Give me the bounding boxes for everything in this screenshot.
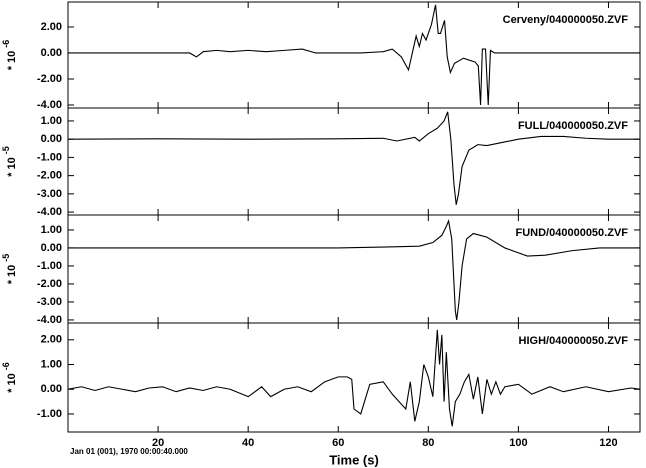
- y-tick-label: -3.00: [37, 296, 62, 308]
- y-label-exponent: -5: [1, 146, 11, 154]
- x-tick-label: 40: [242, 437, 254, 449]
- y-tick-label: 2.00: [41, 21, 62, 33]
- x-tick-label: 20: [152, 437, 164, 449]
- x-tick-label: 100: [509, 437, 527, 449]
- x-tick-label: 60: [332, 437, 344, 449]
- y-tick-label: -2.00: [37, 278, 62, 290]
- y-tick-label: 1.00: [41, 115, 62, 127]
- y-tick-label: -4.00: [37, 206, 62, 218]
- y-label-base: * 10: [6, 51, 18, 71]
- y-tick-label: -2.00: [37, 73, 62, 85]
- trace-label: HIGH/040000050.ZVF: [519, 335, 629, 347]
- y-axis-label: * 10 -6: [1, 40, 18, 71]
- waveform: [68, 111, 640, 205]
- y-tick-label: 1.00: [41, 358, 62, 370]
- trace-label: FULL/040000050.ZVF: [518, 120, 628, 132]
- x-tick-label: 80: [422, 437, 434, 449]
- panel: 1.00 0.00 -1.00 -2.00 -3.00 -4.00 FULL/0400000…: [1, 107, 641, 218]
- waveform: [68, 4, 640, 106]
- y-tick-label: 2.00: [41, 334, 62, 346]
- y-tick-label: -1.00: [37, 260, 62, 272]
- panel: 2.00 1.00 0.00 -1.00 20 40 60 80 100 120 HIGH/0400…: [1, 322, 641, 467]
- y-label-base: * 10: [6, 373, 18, 393]
- y-tick-label: -4.00: [37, 99, 62, 111]
- x-tick-label: 120: [599, 437, 617, 449]
- y-label-exponent: -6: [1, 362, 11, 370]
- trace-label: Cerveny/040000050.ZVF: [503, 14, 629, 26]
- y-axis-label: * 10 -5: [1, 254, 18, 285]
- y-label-exponent: -6: [1, 40, 11, 48]
- waveform: [68, 218, 640, 321]
- y-tick-label: -1.00: [37, 151, 62, 163]
- y-label-base: * 10: [6, 265, 18, 285]
- y-tick-label: 0.00: [41, 383, 62, 395]
- trace-label: FUND/040000050.ZVF: [516, 227, 629, 239]
- date-label: Jan 01 (001), 1970 00:00:40.000: [70, 447, 188, 456]
- y-label-exponent: -5: [1, 254, 11, 262]
- y-tick-label: -2.00: [37, 170, 62, 182]
- x-axis-label: Time (s): [329, 452, 379, 467]
- y-axis-label: * 10 -6: [1, 362, 18, 393]
- y-tick-label: 1.00: [41, 224, 62, 236]
- y-tick-label: 0.00: [41, 133, 62, 145]
- y-tick-label: 0.00: [41, 47, 62, 59]
- y-label-base: * 10: [6, 157, 18, 177]
- panel: 2.00 0.00 -2.00 -4.00 Cerveny/040000050.ZVF *…: [1, 1, 641, 111]
- y-tick-label: -3.00: [37, 188, 62, 200]
- y-tick-label: -4.00: [37, 314, 62, 326]
- y-tick-label: 0.00: [41, 242, 62, 254]
- panel: 1.00 0.00 -1.00 -2.00 -3.00 -4.00 FUND/0400000…: [1, 214, 641, 326]
- y-tick-label: -1.00: [37, 408, 62, 420]
- panel-frame: [67, 322, 641, 433]
- waveform: [68, 329, 640, 427]
- y-axis-label: * 10 -5: [1, 146, 18, 177]
